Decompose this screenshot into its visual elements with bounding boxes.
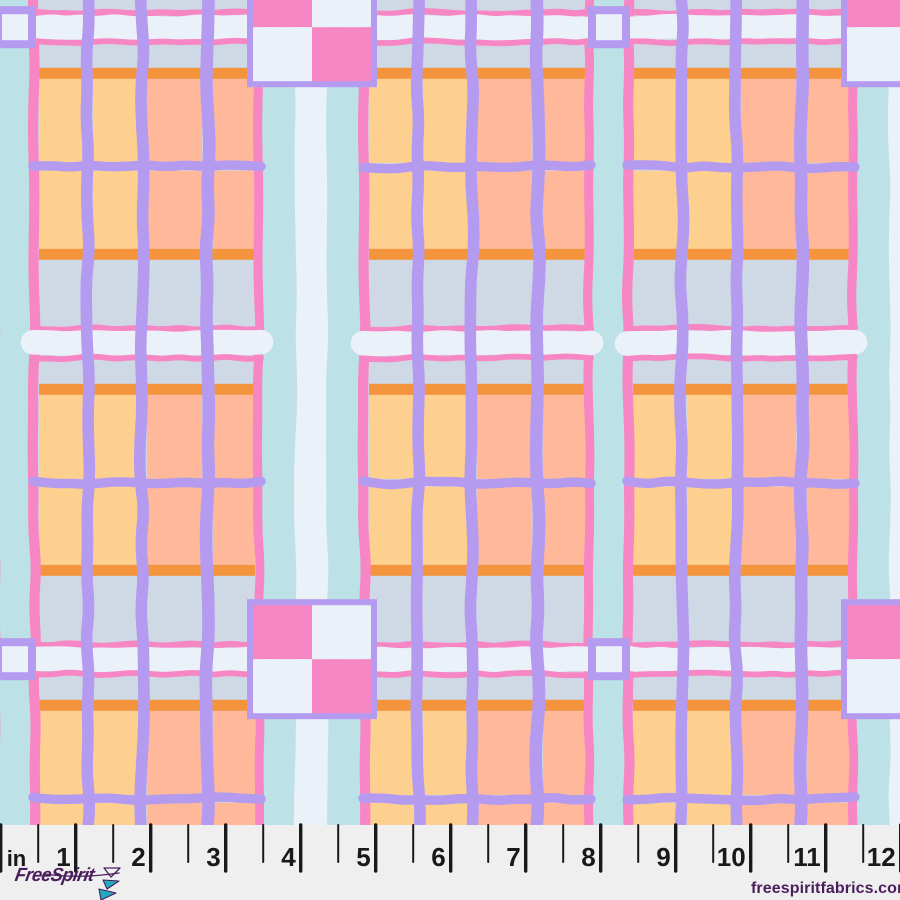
svg-text:6: 6 [431, 842, 445, 872]
svg-text:7: 7 [506, 842, 520, 872]
svg-text:2: 2 [131, 842, 145, 872]
svg-text:9: 9 [656, 842, 670, 872]
svg-text:5: 5 [356, 842, 370, 872]
svg-text:8: 8 [581, 842, 595, 872]
svg-text:3: 3 [206, 842, 220, 872]
svg-text:10: 10 [717, 842, 746, 872]
svg-text:11: 11 [793, 842, 821, 872]
svg-text:4: 4 [281, 842, 296, 872]
svg-text:12: 12 [867, 842, 896, 872]
